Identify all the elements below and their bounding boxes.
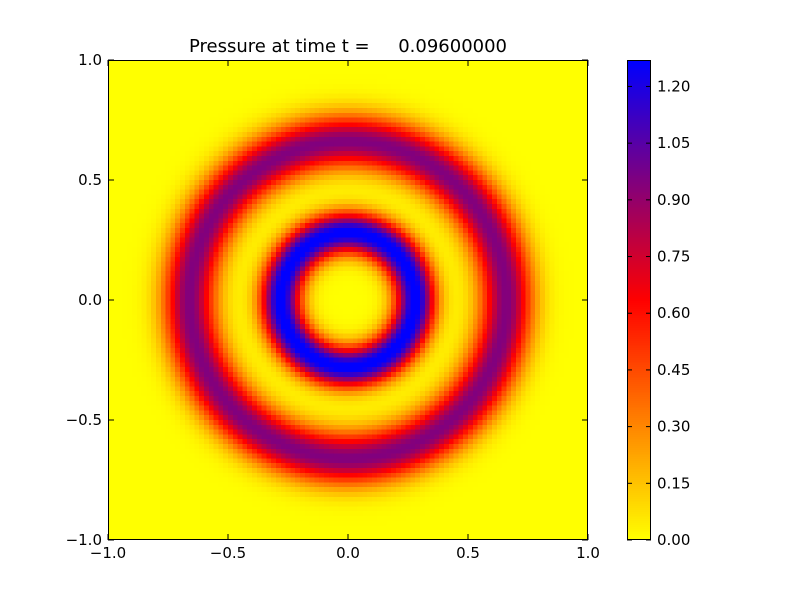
colorbar-tick-label: 1.05	[657, 134, 690, 152]
colorbar-tick-label: 1.20	[657, 77, 690, 95]
x-tick-label: 0.5	[456, 544, 480, 562]
colorbar-ticks: 0.00 0.15 0.30 0.45 0.60 0.75 0.90 1.05 1.20	[627, 77, 690, 549]
plot-frame	[108, 60, 588, 540]
y-axis-ticks: 1.0 0.5 0.0 −0.5 −1.0	[66, 51, 588, 549]
x-tick-label: 1.0	[576, 544, 600, 562]
colorbar-tick-label: 0.75	[657, 248, 690, 266]
colorbar-tick-label: 0.30	[657, 418, 690, 436]
y-tick-label: −1.0	[66, 531, 102, 549]
y-tick-label: 0.5	[78, 171, 102, 189]
colorbar-tick-label: 0.15	[657, 474, 690, 492]
colorbar-tick-label: 0.45	[657, 361, 690, 379]
colorbar-tick-label: 0.00	[657, 531, 690, 549]
colorbar-frame	[627, 60, 651, 540]
x-tick-label: −1.0	[90, 544, 126, 562]
x-tick-label: −0.5	[210, 544, 246, 562]
y-tick-label: 0.0	[78, 291, 102, 309]
colorbar-image	[627, 60, 651, 540]
x-tick-label: 0.0	[336, 544, 360, 562]
heatmap-image	[108, 60, 588, 540]
y-tick-label: −0.5	[66, 411, 102, 429]
x-axis-ticks: −1.0 −0.5 0.0 0.5 1.0	[90, 60, 600, 562]
y-tick-label: 1.0	[78, 51, 102, 69]
chart-title: Pressure at time t = 0.09600000	[188, 36, 508, 57]
colorbar-tick-label: 0.60	[657, 304, 690, 322]
colorbar-tick-label: 0.90	[657, 191, 690, 209]
